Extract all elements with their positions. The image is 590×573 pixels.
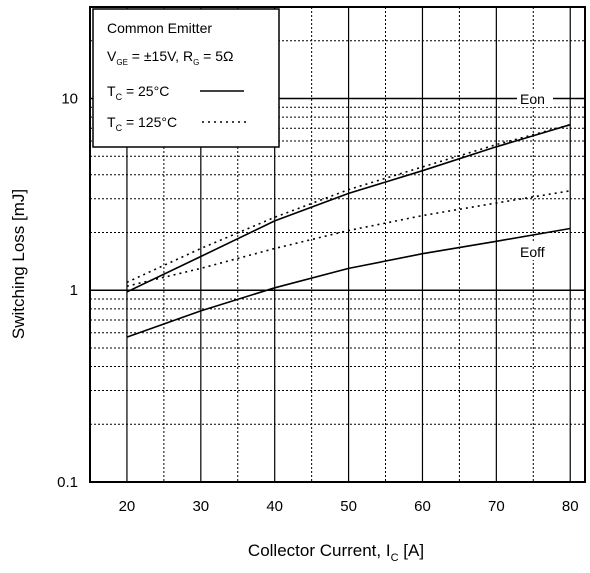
legend-entry-25c: TC = 25°C	[107, 83, 169, 102]
x-tick-label: 70	[488, 498, 505, 515]
eoff-label: Eoff	[520, 244, 545, 260]
x-tick-labels: 20 30 40 50 60 70 80	[119, 498, 579, 515]
x-tick-label: 30	[192, 498, 209, 515]
y-tick-label: 10	[61, 90, 78, 107]
y-tick-labels: 0.1 1 10	[57, 90, 78, 491]
y-axis-label: Switching Loss [mJ]	[9, 189, 28, 339]
eoff-label-bg	[517, 242, 555, 260]
x-tick-label: 80	[562, 498, 579, 515]
legend-conditions: VGE = ±15V, RG = 5Ω	[107, 48, 234, 67]
series-eoff-125c	[126, 190, 571, 287]
x-tick-label: 20	[119, 498, 136, 515]
x-tick-label: 40	[266, 498, 283, 515]
series-eon-25c	[126, 123, 571, 293]
series-eoff-25c	[126, 227, 571, 338]
x-tick-label: 50	[340, 498, 357, 515]
eon-label: Eon	[520, 91, 545, 107]
series-layer	[126, 123, 571, 338]
legend-title: Common Emitter	[107, 20, 212, 36]
x-tick-label: 60	[414, 498, 431, 515]
legend-box	[92, 8, 280, 148]
plot-frame	[89, 6, 586, 483]
y-tick-label: 0.1	[57, 474, 78, 491]
y-tick-label: 1	[70, 282, 78, 299]
legend: Common Emitter VGE = ±15V, RG = 5Ω TC = …	[92, 8, 280, 148]
minor-grid	[90, 6, 585, 482]
legend-entry-125c: TC = 125°C	[107, 114, 177, 133]
eon-label-bg	[517, 89, 553, 107]
series-eon-125c	[126, 123, 571, 284]
x-axis-label: Collector Current, IC [A]	[248, 541, 424, 564]
